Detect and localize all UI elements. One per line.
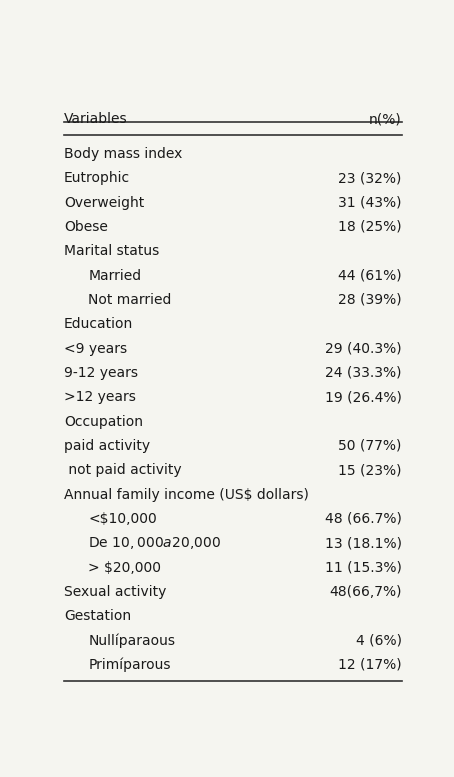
Text: Gestation: Gestation	[64, 609, 131, 623]
Text: n(%): n(%)	[369, 113, 402, 127]
Text: Sexual activity: Sexual activity	[64, 585, 166, 599]
Text: 4 (6%): 4 (6%)	[355, 633, 402, 647]
Text: 15 (23%): 15 (23%)	[338, 463, 402, 477]
Text: Body mass index: Body mass index	[64, 147, 182, 161]
Text: 9-12 years: 9-12 years	[64, 366, 138, 380]
Text: > $20,000: > $20,000	[89, 560, 162, 574]
Text: 48(66,7%): 48(66,7%)	[329, 585, 402, 599]
Text: Nullíparaous: Nullíparaous	[89, 633, 175, 648]
Text: <9 years: <9 years	[64, 342, 127, 356]
Text: >12 years: >12 years	[64, 390, 136, 404]
Text: 13 (18.1%): 13 (18.1%)	[325, 536, 402, 550]
Text: Primíparous: Primíparous	[89, 657, 171, 672]
Text: 12 (17%): 12 (17%)	[338, 658, 402, 672]
Text: Education: Education	[64, 317, 133, 331]
Text: Overweight: Overweight	[64, 196, 144, 210]
Text: 50 (77%): 50 (77%)	[338, 439, 402, 453]
Text: 24 (33.3%): 24 (33.3%)	[325, 366, 402, 380]
Text: 18 (25%): 18 (25%)	[338, 220, 402, 234]
Text: Variables: Variables	[64, 113, 128, 127]
Text: 44 (61%): 44 (61%)	[338, 269, 402, 283]
Text: 23 (32%): 23 (32%)	[338, 171, 402, 185]
Text: Married: Married	[89, 269, 142, 283]
Text: Eutrophic: Eutrophic	[64, 171, 130, 185]
Text: Marital status: Marital status	[64, 244, 159, 258]
Text: 29 (40.3%): 29 (40.3%)	[325, 342, 402, 356]
Text: 19 (26.4%): 19 (26.4%)	[325, 390, 402, 404]
Text: 28 (39%): 28 (39%)	[338, 293, 402, 307]
Text: paid activity: paid activity	[64, 439, 150, 453]
Text: 11 (15.3%): 11 (15.3%)	[325, 560, 402, 574]
Text: Obese: Obese	[64, 220, 108, 234]
Text: Not married: Not married	[89, 293, 172, 307]
Text: 31 (43%): 31 (43%)	[338, 196, 402, 210]
Text: 48 (66.7%): 48 (66.7%)	[325, 512, 402, 526]
Text: not paid activity: not paid activity	[64, 463, 182, 477]
Text: Occupation: Occupation	[64, 415, 143, 429]
Text: De $10,000 a $20,000: De $10,000 a $20,000	[89, 535, 222, 551]
Text: Annual family income (US$ dollars): Annual family income (US$ dollars)	[64, 487, 309, 501]
Text: <$10,000: <$10,000	[89, 512, 157, 526]
